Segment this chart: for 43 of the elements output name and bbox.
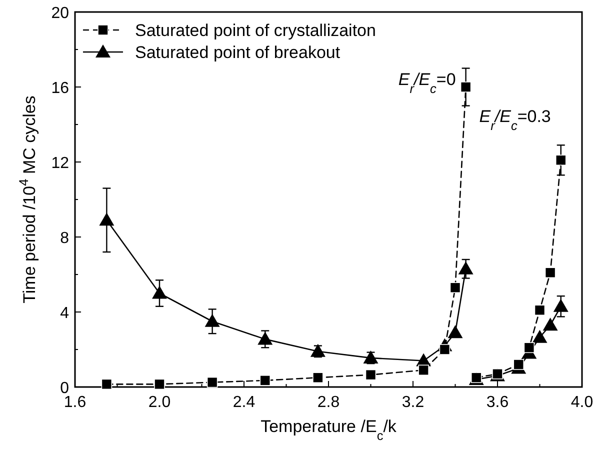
point (206, 376, 218, 388)
point (450, 282, 461, 294)
y-tick-label: 12 (51, 155, 70, 172)
y-tick-label: 0 (60, 380, 70, 397)
point (532, 330, 548, 343)
point (310, 344, 326, 357)
y-tick-label: 8 (60, 230, 70, 247)
x-tick-label: 3.6 (486, 394, 509, 411)
text: 2.0 (148, 394, 171, 411)
point (152, 286, 167, 299)
point (365, 369, 376, 380)
point (542, 318, 558, 331)
x-tick-label: 2.4 (232, 394, 256, 411)
point (555, 154, 566, 166)
y-tick-label: 16 (51, 80, 70, 97)
point (418, 364, 429, 376)
point (544, 267, 556, 278)
point (258, 332, 273, 345)
y-tick-label: 4 (60, 305, 70, 322)
legend-label: Saturated point of breakout (135, 43, 340, 62)
point (363, 350, 378, 364)
point (448, 325, 463, 338)
point (312, 372, 324, 384)
y-tick-label: 20 (51, 5, 70, 22)
point (524, 342, 535, 354)
annotation: E$_{r}$/E$_{c}$=0 (398, 70, 456, 96)
point (154, 378, 165, 390)
point (513, 359, 524, 370)
point (204, 314, 220, 327)
point (553, 298, 568, 312)
point (101, 378, 112, 390)
point (460, 82, 472, 92)
point (99, 212, 114, 226)
x-axis-title: Temperature /E$_{c}$/k (260, 417, 397, 442)
x-tick-label: 2.8 (317, 394, 340, 411)
legend-label: Saturated point of crystallizaiton (135, 21, 376, 40)
annotation: E$_{r}$/E$_{c}$=0.3 (479, 107, 551, 133)
point (534, 304, 546, 316)
point (260, 375, 271, 386)
point (458, 261, 474, 274)
x-tick-label: 3.2 (402, 394, 424, 411)
x-tick-label: 1.6 (64, 394, 86, 411)
text: 4.0 (570, 394, 594, 411)
